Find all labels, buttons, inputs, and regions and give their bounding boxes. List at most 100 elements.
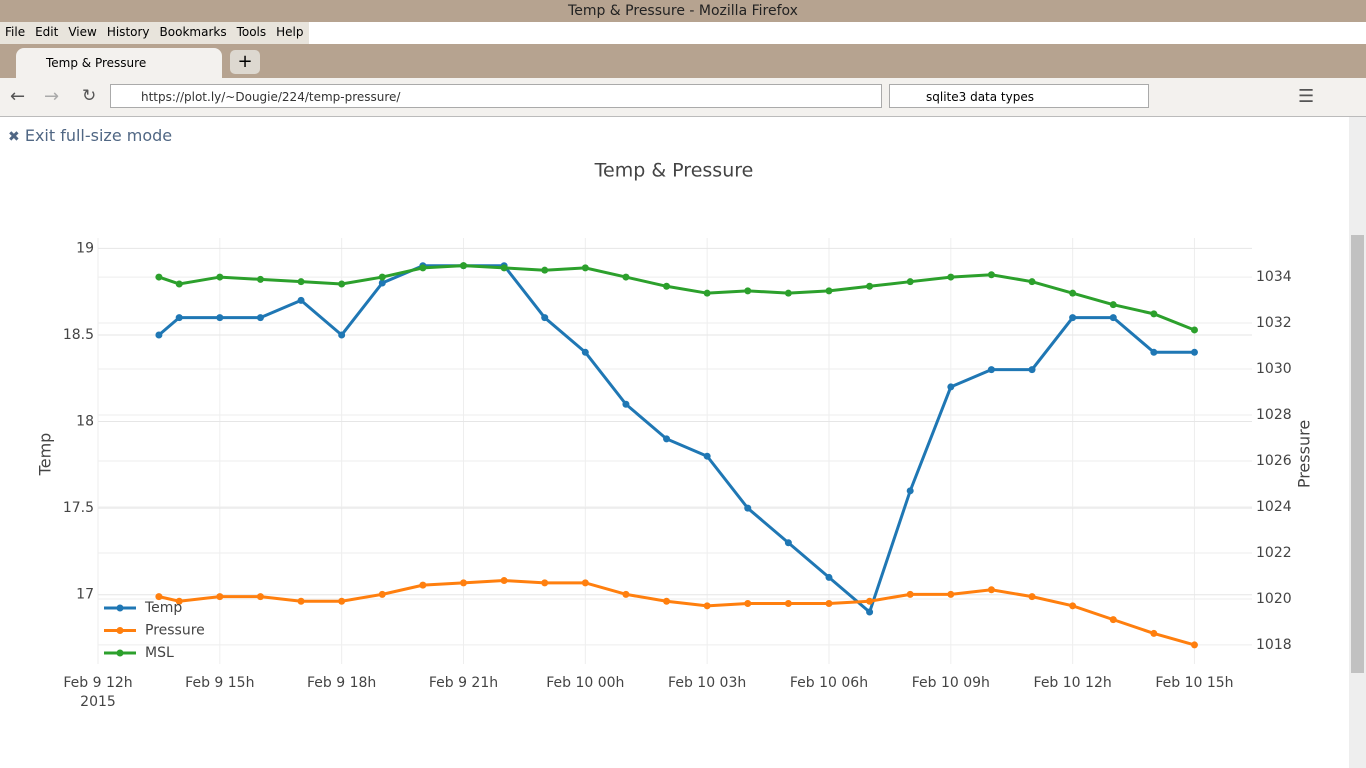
data-point	[256, 593, 264, 601]
x-tick-label: Feb 9 21h	[429, 675, 498, 691]
data-point	[175, 280, 183, 288]
data-point	[825, 287, 833, 295]
y-tick-label: 19	[76, 240, 94, 256]
data-point	[1190, 326, 1198, 334]
tab[interactable]: Temp & Pressure	[16, 48, 222, 78]
data-point	[297, 597, 305, 605]
data-point	[784, 600, 792, 608]
exit-link[interactable]: ✖ Exit full-size mode	[8, 126, 173, 145]
data-point	[906, 487, 914, 495]
data-point	[541, 314, 549, 322]
y2-tick-label: 1026	[1256, 453, 1292, 469]
y-tick-label: 17	[76, 587, 94, 603]
scrollbar-thumb[interactable]	[1351, 235, 1364, 673]
legend-label: Temp	[144, 600, 182, 616]
data-point	[155, 593, 163, 601]
data-point	[703, 289, 711, 297]
y2-tick-label: 1034	[1256, 269, 1292, 285]
data-point	[216, 314, 224, 322]
data-point	[500, 577, 508, 585]
data-point	[947, 590, 955, 598]
y2-tick-label: 1030	[1256, 361, 1292, 377]
data-point	[703, 452, 711, 460]
x-year-label: 2015	[80, 694, 116, 710]
data-point	[1028, 366, 1036, 374]
series-line	[157, 264, 1195, 615]
menu-bar: File Edit View History Bookmarks Tools Help	[0, 22, 309, 44]
data-point	[581, 264, 589, 272]
data-point	[419, 264, 427, 272]
data-point	[500, 264, 508, 272]
new-tab-button[interactable]: +	[230, 50, 260, 74]
menu-item[interactable]: View	[63, 22, 102, 44]
data-point	[784, 289, 792, 297]
menu-button[interactable]: ☰	[1298, 86, 1315, 107]
legend-marker	[116, 627, 124, 634]
menu-item[interactable]: Bookmarks	[154, 22, 232, 44]
menu-item[interactable]: Edit	[30, 22, 64, 44]
y2-tick-label: 1020	[1256, 591, 1292, 607]
data-point	[947, 383, 955, 391]
y-axis-title: Temp	[36, 433, 55, 477]
back-button[interactable]: ←	[10, 86, 26, 107]
data-point	[581, 579, 589, 587]
menu-item[interactable]: Tools	[231, 22, 272, 44]
data-point	[663, 282, 671, 290]
legend-label: Pressure	[145, 623, 205, 639]
data-point	[987, 366, 995, 374]
data-point	[744, 600, 752, 608]
data-point	[866, 282, 874, 290]
x-tick-label: Feb 10 12h	[1034, 675, 1112, 691]
data-point	[1109, 314, 1117, 322]
data-point	[338, 280, 346, 288]
data-point	[987, 586, 995, 594]
data-point	[256, 275, 264, 283]
data-point	[378, 590, 386, 598]
menu-item[interactable]: File	[0, 22, 31, 44]
menu-item[interactable]: History	[101, 22, 155, 44]
data-point	[297, 296, 305, 304]
data-point	[541, 266, 549, 274]
x-tick-label: Feb 10 06h	[790, 675, 868, 691]
data-point	[866, 597, 874, 605]
y2-tick-label: 1022	[1256, 545, 1292, 561]
data-point	[825, 600, 833, 608]
series-line	[158, 264, 1196, 332]
data-point	[987, 271, 995, 279]
x-tick-label: Feb 10 15h	[1155, 675, 1233, 691]
data-point	[1069, 602, 1077, 610]
data-point	[1150, 629, 1158, 637]
menu-item[interactable]: Help	[271, 22, 309, 44]
nav-bar: ← → ↻ https://plot.ly/~Dougie/224/temp-p…	[0, 78, 1366, 117]
search-box[interactable]: sqlite3 data types	[889, 84, 1149, 108]
data-point	[581, 348, 589, 356]
y-tick-label: 18	[76, 414, 94, 430]
data-point	[216, 593, 224, 601]
data-point	[541, 579, 549, 587]
data-point	[459, 579, 467, 587]
url-bar[interactable]: https://plot.ly/~Dougie/224/temp-pressur…	[110, 84, 882, 108]
data-point	[459, 262, 467, 270]
data-point	[338, 597, 346, 605]
y-tick-label: 18.5	[63, 327, 94, 343]
data-point	[175, 597, 183, 605]
data-point	[1190, 348, 1198, 356]
data-point	[297, 278, 305, 286]
y2-axis-title: Pressure	[1295, 420, 1314, 488]
data-point	[622, 400, 630, 408]
data-point	[1069, 314, 1077, 322]
data-point	[866, 608, 874, 616]
data-point	[175, 314, 183, 322]
data-point	[256, 314, 264, 322]
data-point	[419, 581, 427, 589]
legend-marker	[116, 604, 124, 612]
data-point	[906, 278, 914, 286]
forward-button[interactable]: →	[44, 86, 60, 107]
data-point	[663, 435, 671, 443]
exit-text[interactable]: Exit full-size mode	[24, 126, 173, 145]
tab-strip: Temp & Pressure +	[0, 44, 1366, 78]
y-tick-label: 17.5	[63, 500, 94, 516]
reload-button[interactable]: ↻	[82, 86, 97, 106]
data-point	[622, 590, 630, 598]
